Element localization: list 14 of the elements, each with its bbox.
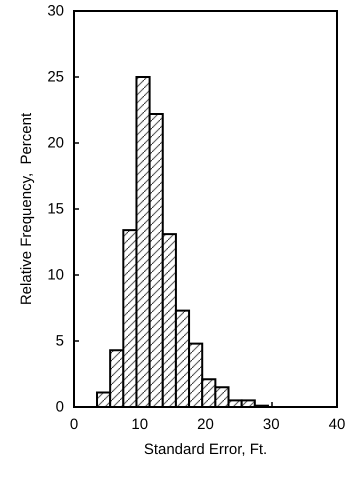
y-tick-label: 15 bbox=[47, 200, 64, 218]
y-tick-label: 10 bbox=[47, 266, 64, 284]
y-tick-label: 0 bbox=[56, 398, 64, 416]
x-tick-label: 40 bbox=[328, 416, 346, 433]
x-tick-label: 30 bbox=[262, 416, 280, 433]
y-tick-label: 20 bbox=[47, 134, 64, 152]
x-tick-label: 0 bbox=[70, 416, 78, 433]
y-axis-title: Relative Frequency, Percent bbox=[18, 112, 35, 306]
y-tick-label: 30 bbox=[47, 2, 64, 20]
y-tick-label: 25 bbox=[47, 68, 64, 86]
x-tick-label: 10 bbox=[131, 416, 148, 433]
x-axis-title: Standard Error, Ft. bbox=[144, 441, 268, 458]
y-tick-label: 5 bbox=[56, 332, 64, 350]
x-tick-label: 20 bbox=[197, 416, 214, 433]
